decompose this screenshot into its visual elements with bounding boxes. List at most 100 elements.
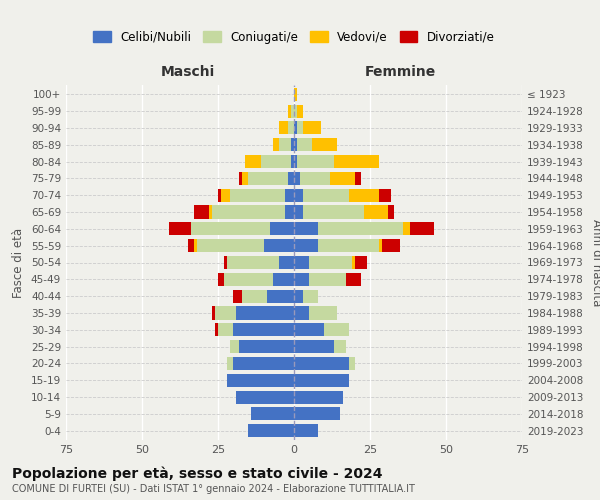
Bar [221,188,230,202]
Bar [236,390,294,404]
Bar [239,172,242,185]
Bar [331,172,355,185]
Bar [294,424,319,438]
Bar [294,138,297,151]
Bar [297,104,303,118]
Bar [352,256,355,269]
Bar [188,239,194,252]
Bar [194,206,209,218]
Bar [291,138,294,151]
Bar [294,306,309,320]
Legend: Celibi/Nubili, Coniugati/e, Vedovi/e, Divorziati/e: Celibi/Nubili, Coniugati/e, Vedovi/e, Di… [93,30,495,44]
Bar [294,206,303,218]
Bar [303,206,364,218]
Bar [279,138,291,151]
Bar [355,172,361,185]
Bar [334,340,346,353]
Bar [294,239,319,252]
Bar [242,290,266,302]
Bar [309,256,352,269]
Bar [227,374,294,387]
Bar [291,104,294,118]
Bar [297,155,334,168]
Bar [273,273,294,286]
Bar [300,172,331,185]
Bar [294,273,309,286]
Y-axis label: Fasce di età: Fasce di età [13,228,25,298]
Bar [294,390,343,404]
Bar [212,306,215,320]
Bar [349,188,379,202]
Bar [169,222,191,235]
Bar [294,290,303,302]
Bar [230,340,239,353]
Bar [297,138,312,151]
Bar [294,104,297,118]
Bar [242,172,248,185]
Bar [309,273,346,286]
Text: Maschi: Maschi [160,65,215,79]
Bar [288,104,291,118]
Bar [266,290,294,302]
Bar [294,172,300,185]
Bar [218,323,233,336]
Bar [294,357,349,370]
Text: COMUNE DI FURTEI (SU) - Dati ISTAT 1° gennaio 2024 - Elaborazione TUTTITALIA.IT: COMUNE DI FURTEI (SU) - Dati ISTAT 1° ge… [12,484,415,494]
Bar [227,256,279,269]
Bar [294,256,309,269]
Bar [379,239,382,252]
Bar [248,424,294,438]
Bar [285,188,294,202]
Bar [294,323,325,336]
Text: Femmine: Femmine [365,65,436,79]
Bar [319,222,403,235]
Bar [269,222,294,235]
Bar [233,323,294,336]
Bar [239,340,294,353]
Bar [233,290,242,302]
Bar [218,273,224,286]
Bar [294,122,297,134]
Bar [355,256,367,269]
Bar [346,273,361,286]
Bar [319,239,379,252]
Bar [334,155,379,168]
Bar [194,239,197,252]
Bar [279,122,288,134]
Bar [245,155,260,168]
Bar [215,323,218,336]
Bar [230,188,285,202]
Bar [388,206,394,218]
Bar [364,206,388,218]
Bar [349,357,355,370]
Bar [273,138,279,151]
Bar [294,374,349,387]
Bar [382,239,400,252]
Bar [288,122,294,134]
Bar [248,172,288,185]
Bar [263,239,294,252]
Bar [233,357,294,370]
Bar [260,155,291,168]
Bar [297,122,303,134]
Bar [224,256,227,269]
Bar [294,340,334,353]
Bar [212,206,285,218]
Bar [303,122,322,134]
Bar [294,155,297,168]
Bar [227,357,233,370]
Bar [410,222,434,235]
Bar [403,222,410,235]
Text: Popolazione per età, sesso e stato civile - 2024: Popolazione per età, sesso e stato civil… [12,466,383,481]
Bar [291,155,294,168]
Bar [303,188,349,202]
Y-axis label: Anni di nascita: Anni di nascita [590,219,600,306]
Bar [325,323,349,336]
Bar [279,256,294,269]
Bar [251,408,294,420]
Bar [294,188,303,202]
Bar [379,188,391,202]
Bar [197,239,263,252]
Bar [209,206,212,218]
Bar [215,306,236,320]
